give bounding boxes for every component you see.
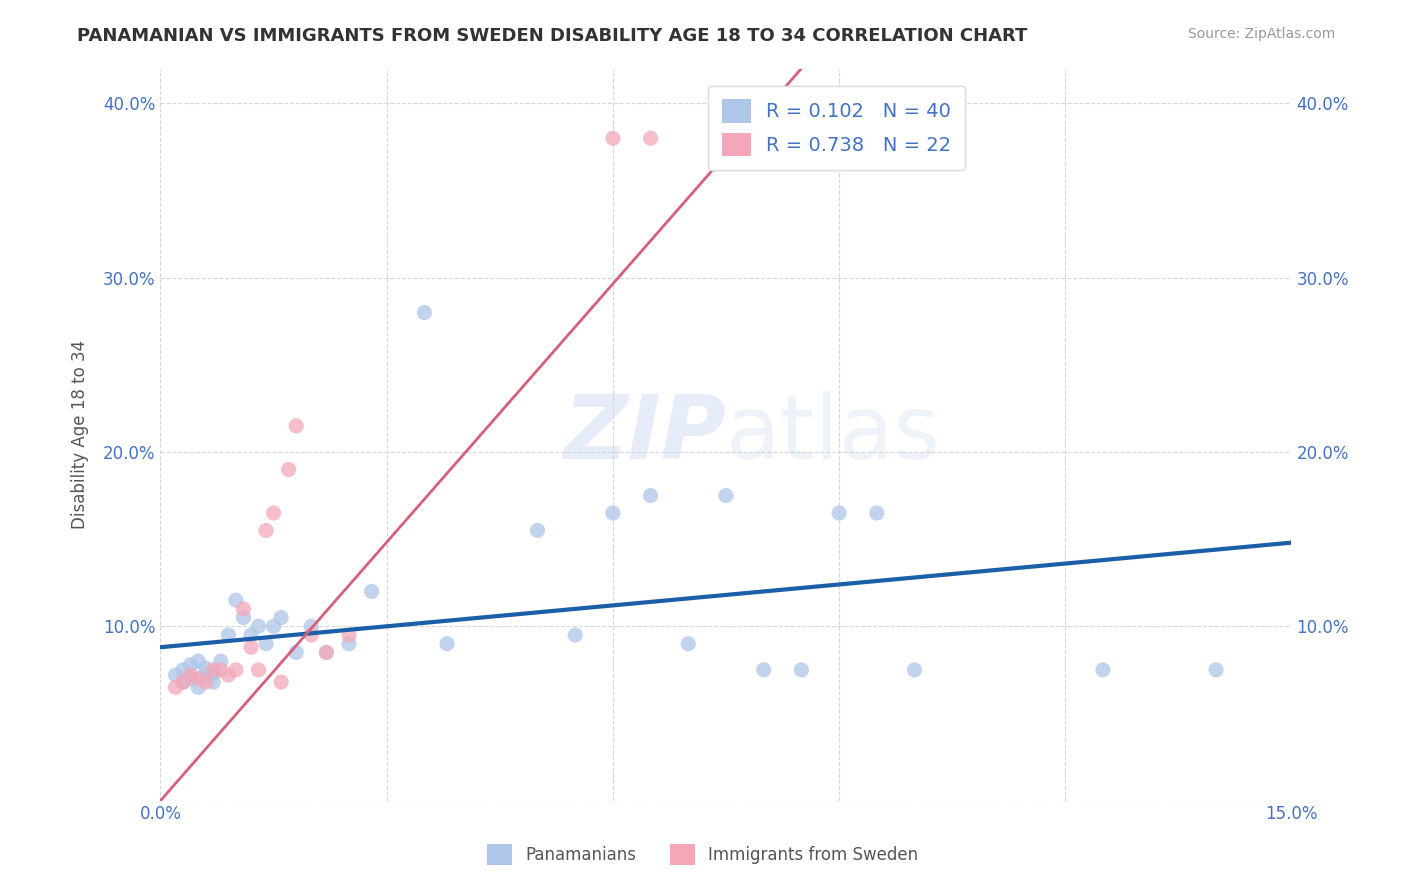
Point — [217, 668, 239, 682]
Point — [299, 628, 322, 642]
Point — [640, 131, 662, 145]
Point — [436, 637, 458, 651]
Point — [172, 675, 194, 690]
Text: Source: ZipAtlas.com: Source: ZipAtlas.com — [1188, 27, 1336, 41]
Point — [187, 672, 209, 686]
Point — [602, 131, 624, 145]
Legend: Panamanians, Immigrants from Sweden: Panamanians, Immigrants from Sweden — [478, 834, 928, 875]
Point — [714, 489, 737, 503]
Point — [232, 602, 254, 616]
Point — [217, 628, 239, 642]
Point — [180, 668, 202, 682]
Point — [232, 610, 254, 624]
Point — [263, 506, 285, 520]
Point — [254, 637, 277, 651]
Point — [239, 628, 262, 642]
Point — [1091, 663, 1114, 677]
Point — [602, 506, 624, 520]
Legend: R = 0.102   N = 40, R = 0.738   N = 22: R = 0.102 N = 40, R = 0.738 N = 22 — [709, 86, 965, 170]
Point — [202, 666, 225, 681]
Point — [202, 663, 225, 677]
Point — [564, 628, 586, 642]
Point — [165, 681, 187, 695]
Point — [270, 610, 292, 624]
Point — [315, 645, 337, 659]
Point — [180, 672, 202, 686]
Y-axis label: Disability Age 18 to 34: Disability Age 18 to 34 — [72, 340, 89, 529]
Point — [526, 524, 548, 538]
Point — [225, 593, 247, 607]
Point — [165, 668, 187, 682]
Point — [337, 628, 360, 642]
Point — [678, 637, 700, 651]
Point — [194, 675, 217, 690]
Point — [225, 663, 247, 677]
Point — [299, 619, 322, 633]
Point — [413, 305, 436, 319]
Text: atlas: atlas — [725, 391, 941, 478]
Point — [247, 619, 270, 633]
Point — [752, 663, 775, 677]
Point — [315, 645, 337, 659]
Point — [187, 654, 209, 668]
Text: PANAMANIAN VS IMMIGRANTS FROM SWEDEN DISABILITY AGE 18 TO 34 CORRELATION CHART: PANAMANIAN VS IMMIGRANTS FROM SWEDEN DIS… — [77, 27, 1028, 45]
Point — [202, 675, 225, 690]
Point — [866, 506, 889, 520]
Point — [270, 675, 292, 690]
Point — [254, 524, 277, 538]
Point — [209, 654, 232, 668]
Point — [640, 489, 662, 503]
Point — [337, 637, 360, 651]
Text: ZIP: ZIP — [564, 391, 725, 478]
Point — [277, 462, 299, 476]
Point — [360, 584, 382, 599]
Point — [285, 418, 308, 433]
Point — [828, 506, 851, 520]
Point — [194, 668, 217, 682]
Point — [1205, 663, 1227, 677]
Point — [209, 663, 232, 677]
Point — [172, 675, 194, 690]
Point — [903, 663, 925, 677]
Point — [187, 681, 209, 695]
Point — [239, 640, 262, 655]
Point — [285, 645, 308, 659]
Point — [180, 657, 202, 672]
Point — [194, 661, 217, 675]
Point — [247, 663, 270, 677]
Point — [172, 663, 194, 677]
Point — [790, 663, 813, 677]
Point — [263, 619, 285, 633]
